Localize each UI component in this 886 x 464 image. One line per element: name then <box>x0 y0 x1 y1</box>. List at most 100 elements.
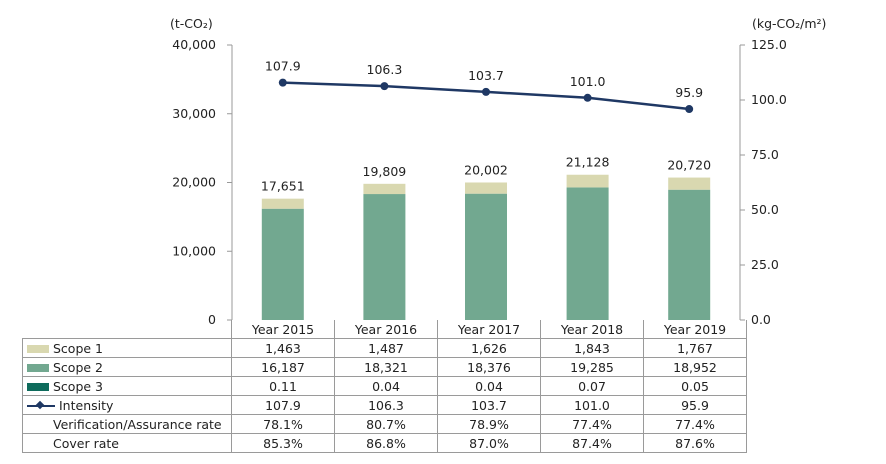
bar-scope-2 <box>261 208 304 320</box>
data-label: 0.04 <box>437 376 541 396</box>
intensity-point <box>583 93 592 102</box>
bar-scope-1 <box>363 183 406 195</box>
data-label: 1,463 <box>231 338 335 358</box>
total-label: 20,720 <box>667 158 711 173</box>
table-header-row: Year 2015 Year 2016 Year 2017 Year 2018 Year… <box>23 320 747 339</box>
data-label: 1,487 <box>334 338 438 358</box>
left-tick-label: 10,000 <box>172 243 216 258</box>
bar-scope-2 <box>363 194 406 320</box>
data-label: 106.3 <box>334 395 438 415</box>
legend-line-marker <box>27 401 55 411</box>
data-label: 16,187 <box>231 357 335 377</box>
right-tick-label: 25.0 <box>751 257 779 272</box>
right-axis-unit: (kg-CO₂/m²) <box>752 16 826 31</box>
legend-swatch <box>27 364 49 372</box>
total-label: 20,002 <box>464 162 508 177</box>
table-corner <box>23 320 232 339</box>
right-tick-label: 100.0 <box>751 92 787 107</box>
category-label: Year 2018 <box>540 320 644 339</box>
data-label: 77.4% <box>643 414 747 434</box>
data-label: 1,626 <box>437 338 541 358</box>
data-label: 80.7% <box>334 414 438 434</box>
table-row: Intensity 107.9 106.3 103.7 101.0 95.9 <box>22 395 747 415</box>
series-label: Scope 2 <box>22 357 232 377</box>
left-tick-label: 0 <box>208 312 216 327</box>
bar-scope-1 <box>566 174 609 188</box>
data-label: 0.04 <box>334 376 438 396</box>
data-label: 101.0 <box>540 395 644 415</box>
intensity-line: 107.9 106.3 103.7 101.0 95.9 <box>265 59 703 114</box>
legend-swatch <box>27 383 49 391</box>
data-label: 1,843 <box>540 338 644 358</box>
intensity-point <box>482 87 490 96</box>
data-label: 87.4% <box>540 433 644 453</box>
table-row: Scope 2 16,187 18,321 18,376 19,285 18,952 <box>22 357 747 377</box>
legend-label: Scope 2 <box>53 359 104 375</box>
bar-scope-2 <box>566 187 609 320</box>
series-label: Scope 3 <box>22 376 232 396</box>
total-label: 21,128 <box>566 155 610 170</box>
data-label: 87.0% <box>437 433 541 453</box>
legend-label: Scope 1 <box>53 340 104 356</box>
legend-swatch <box>27 345 49 353</box>
data-label: 1,767 <box>643 338 747 358</box>
table-row: Scope 3 0.11 0.04 0.04 0.07 0.05 <box>22 376 747 396</box>
data-label: 0.11 <box>231 376 335 396</box>
bar-scope-1 <box>465 182 507 194</box>
left-tick-label: 30,000 <box>172 106 216 121</box>
row-label: Cover rate <box>22 433 232 453</box>
category-label: Year 2019 <box>643 320 747 339</box>
table-row: Scope 1 1,463 1,487 1,626 1,843 1,767 <box>22 338 747 358</box>
data-label: 18,952 <box>643 357 747 377</box>
legend-label: Intensity <box>59 397 114 413</box>
data-label: 0.07 <box>540 376 644 396</box>
right-axis: 0.0 25.0 50.0 75.0 100.0 125.0 <box>740 37 787 327</box>
data-label: 87.6% <box>643 433 747 453</box>
bar-scope-1 <box>261 198 304 209</box>
data-label: 19,285 <box>540 357 644 377</box>
left-tick-label: 20,000 <box>172 175 216 190</box>
data-label: 78.9% <box>437 414 541 434</box>
right-tick-label: 50.0 <box>751 202 779 217</box>
table-row: Cover rate 85.3% 86.8% 87.0% 87.4% 87.6% <box>22 433 747 453</box>
intensity-label: 95.9 <box>675 85 703 100</box>
intensity-label: 101.0 <box>570 74 606 89</box>
bar-group <box>261 174 711 320</box>
data-label: 0.05 <box>643 376 747 396</box>
data-label: 103.7 <box>437 395 541 415</box>
data-label: 86.8% <box>334 433 438 453</box>
intensity-point <box>685 105 694 114</box>
data-label: 77.4% <box>540 414 644 434</box>
data-label: 95.9 <box>643 395 747 415</box>
category-label: Year 2017 <box>437 320 541 339</box>
intensity-label: 103.7 <box>468 68 504 83</box>
table-row: Verification/Assurance rate 78.1% 80.7% 78.… <box>22 414 747 434</box>
intensity-label: 106.3 <box>367 62 403 77</box>
intensity-label: 107.9 <box>265 59 301 74</box>
total-labels: 17,651 19,809 20,002 21,128 20,720 <box>261 155 711 194</box>
total-label: 17,651 <box>261 179 305 194</box>
data-table: Year 2015 Year 2016 Year 2017 Year 2018 Year… <box>22 320 747 453</box>
right-tick-label: 0.0 <box>751 312 771 327</box>
series-label: Scope 1 <box>22 338 232 358</box>
right-tick-label: 75.0 <box>751 147 779 162</box>
bar-scope-2 <box>465 193 507 320</box>
data-label: 78.1% <box>231 414 335 434</box>
data-label: 85.3% <box>231 433 335 453</box>
intensity-point <box>380 82 389 91</box>
series-label: Intensity <box>22 395 232 415</box>
total-label: 19,809 <box>363 164 407 179</box>
bar-scope-2 <box>668 189 711 320</box>
intensity-point <box>278 78 287 87</box>
category-label: Year 2016 <box>334 320 438 339</box>
left-axis: 0 10,000 20,000 30,000 40,000 <box>172 37 232 327</box>
data-label: 18,376 <box>437 357 541 377</box>
left-tick-label: 40,000 <box>172 37 216 52</box>
data-label: 18,321 <box>334 357 438 377</box>
data-label: 107.9 <box>231 395 335 415</box>
bar-scope-1 <box>668 177 711 190</box>
left-axis-unit: (t-CO₂) <box>170 16 213 31</box>
row-label: Verification/Assurance rate <box>22 414 232 434</box>
legend-label: Scope 3 <box>53 378 104 394</box>
